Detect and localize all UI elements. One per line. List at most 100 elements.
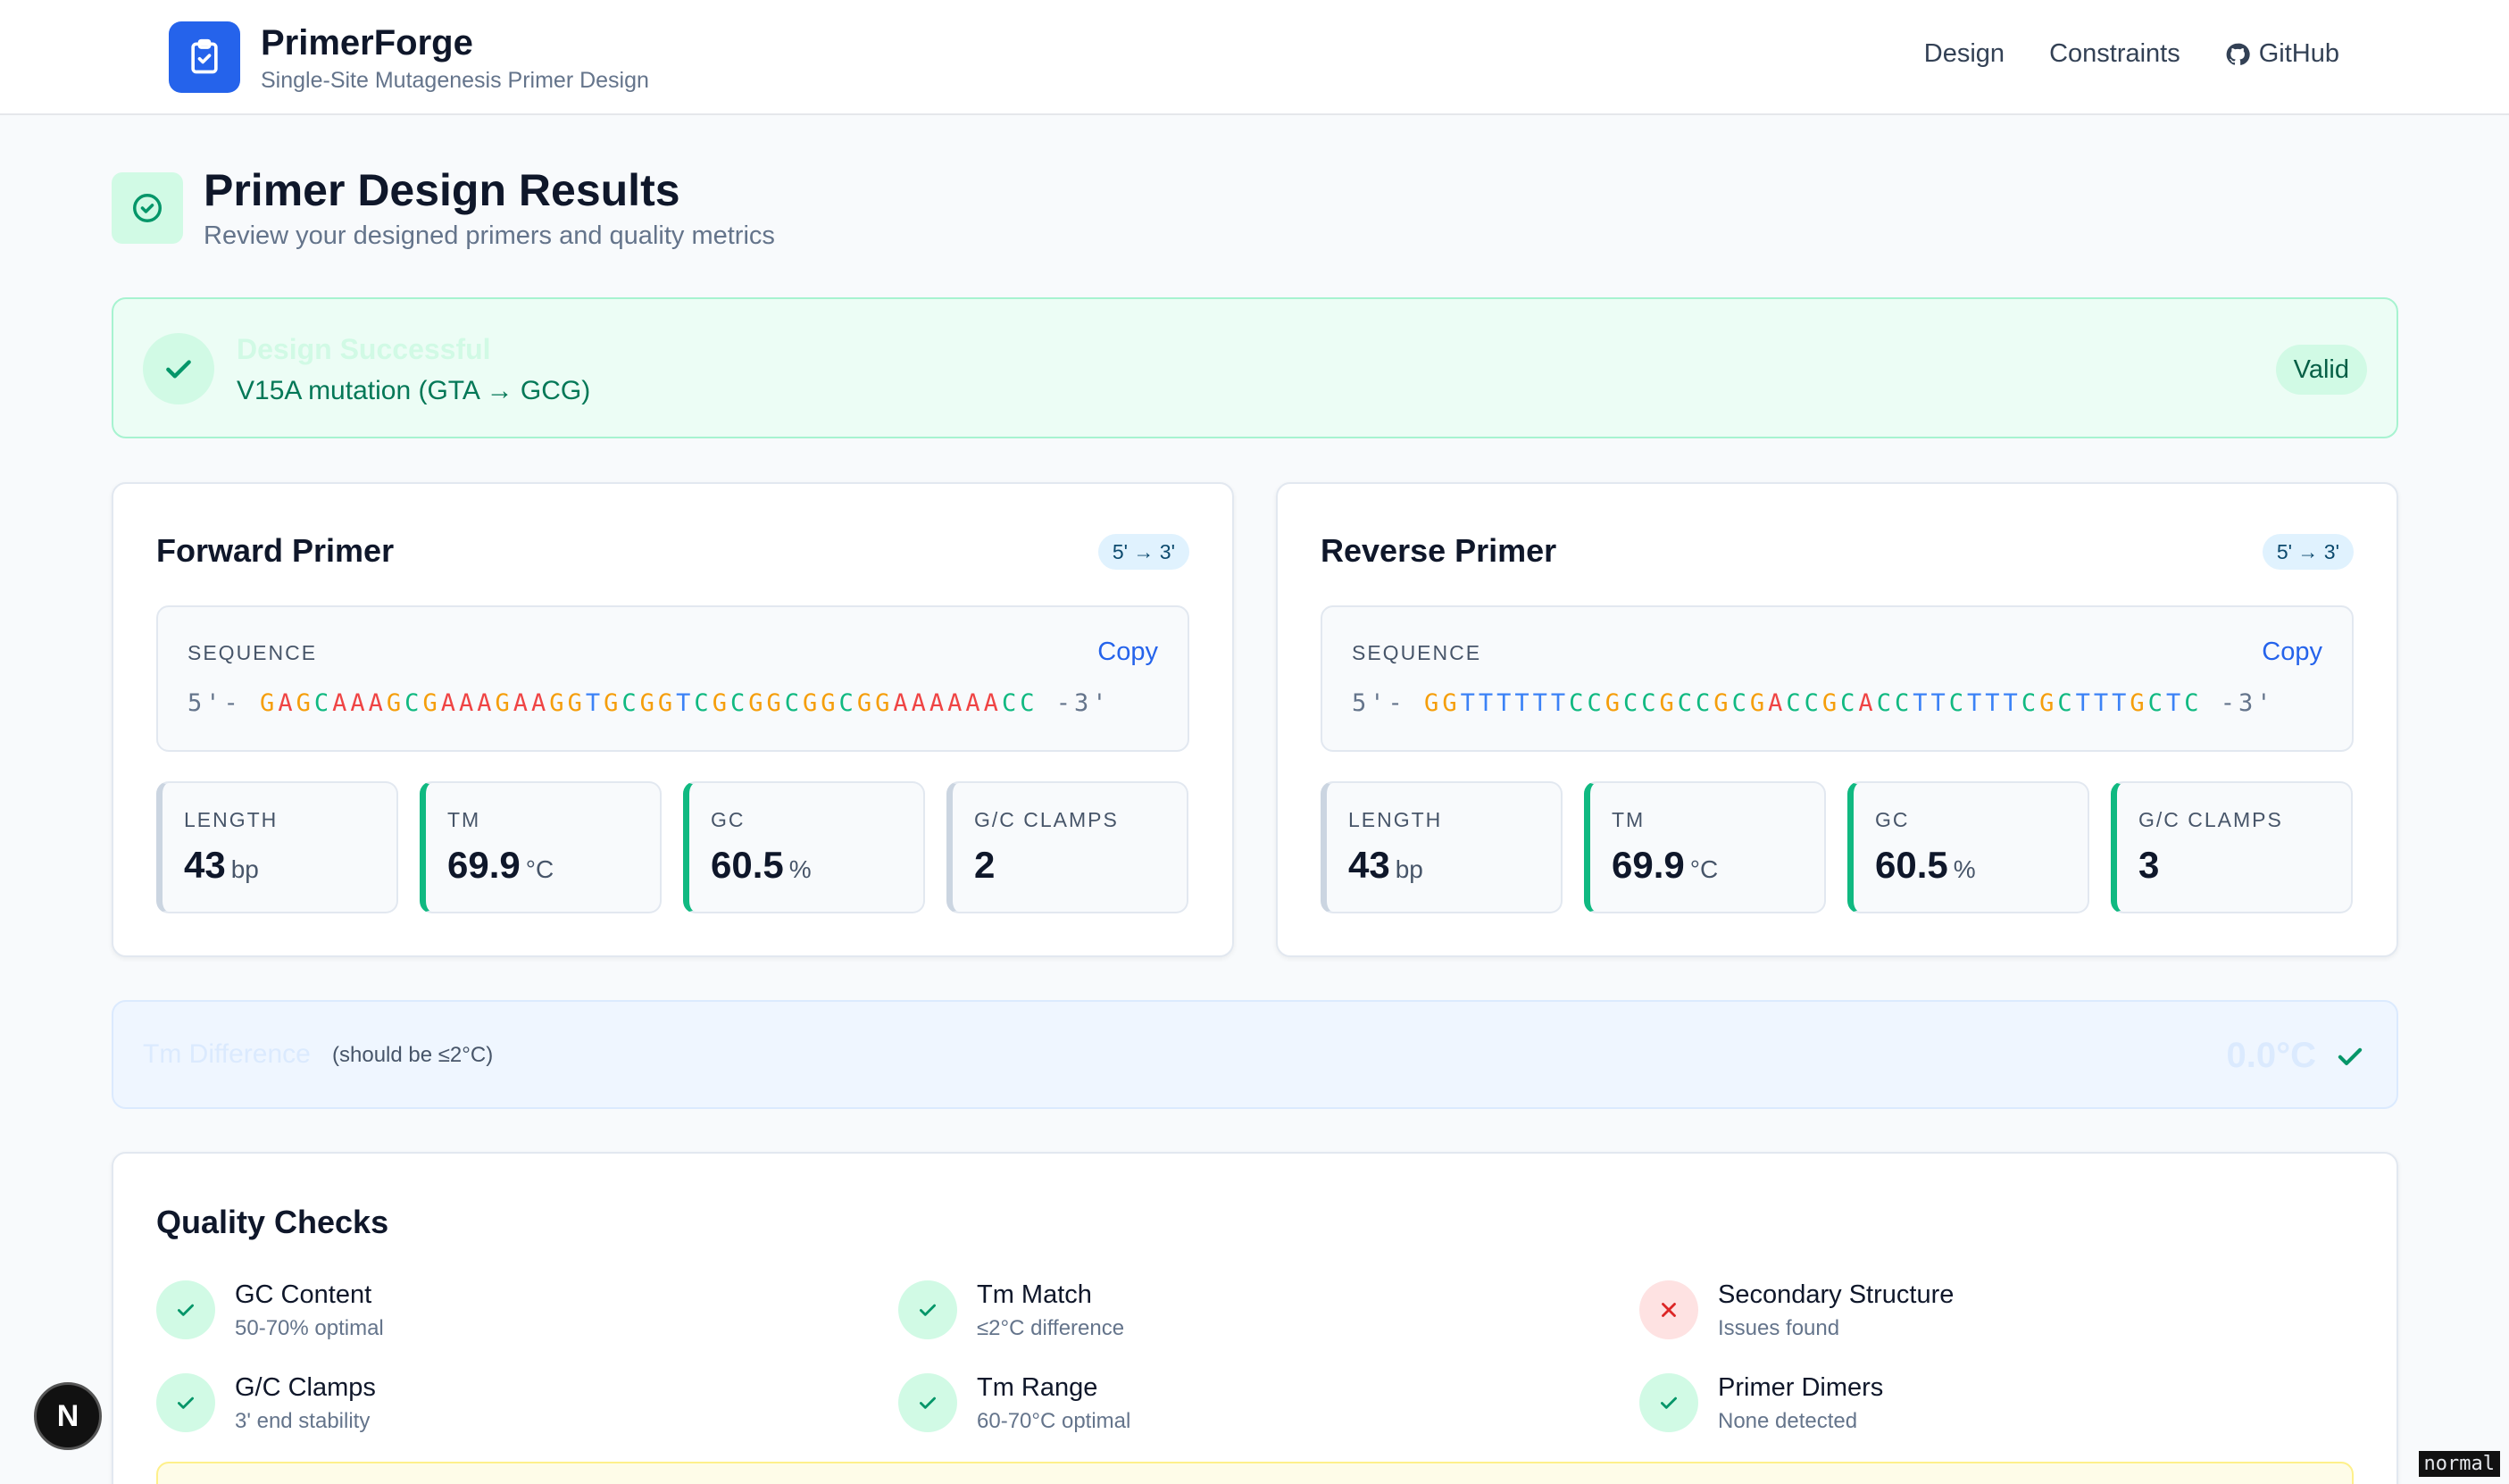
nucleotide: C: [838, 689, 857, 717]
nav-github-label: GitHub: [2258, 39, 2339, 68]
nextjs-dev-badge[interactable]: N: [34, 1382, 102, 1450]
sequence-box: SEQUENCE Copy 5'- GGTTTTTTCCGCCGCCGCGACC…: [1321, 605, 2354, 752]
check-icon: [2338, 1047, 2363, 1065]
sequence-label: SEQUENCE: [1352, 641, 1482, 664]
check-description: None detected: [1718, 1409, 1858, 1433]
nucleotide: G: [567, 689, 586, 717]
metric-gc-clamps: G/C CLAMPS 3: [2111, 781, 2353, 913]
forward-primer-card: Forward Primer 5' → 3' SEQUENCE Copy 5'-…: [112, 482, 1234, 957]
metric-value: 43 bp: [184, 844, 259, 887]
nucleotide: C: [621, 689, 640, 717]
mode-indicator: normal: [2418, 1451, 2500, 1477]
tm-difference-hint: (should be ≤2°C): [332, 1043, 494, 1067]
nucleotide: T: [1913, 689, 1931, 717]
tm-difference-panel: Tm Difference (should be ≤2°C) 0.0°C: [112, 1000, 2398, 1109]
nucleotide: G: [2039, 689, 2058, 717]
success-check-badge: [143, 333, 214, 404]
mutation-description: V15A mutation (GTA → GCG): [237, 376, 591, 405]
nucleotide: G: [657, 689, 677, 717]
nav-github[interactable]: GitHub: [2225, 39, 2339, 69]
nucleotide: C: [1731, 689, 1750, 717]
nucleotide: G: [2130, 689, 2148, 717]
check-description: 60-70°C optimal: [977, 1409, 1131, 1433]
nucleotide: G: [1749, 689, 1769, 717]
metric-unit: bp: [1395, 855, 1423, 883]
main-nav: Design Constraints GitHub: [1924, 39, 2339, 69]
logo[interactable]: [169, 21, 240, 93]
nucleotide: G: [386, 689, 405, 717]
check-name: GC Content: [235, 1280, 372, 1309]
nucleotide: C: [404, 689, 423, 717]
quality-checks-title: Quality Checks: [156, 1204, 389, 1240]
nucleotide: G: [1605, 689, 1623, 717]
nucleotide: C: [1677, 689, 1696, 717]
check-name: Tm Range: [977, 1373, 1098, 1402]
reverse-sequence[interactable]: 5'- GGTTTTTTCCGCCGCCGCGACCGCACCTTCTTTCGC…: [1352, 689, 2275, 717]
brand-subtitle: Single-Site Mutagenesis Primer Design: [261, 68, 649, 93]
metric-number: 2: [974, 844, 996, 886]
nucleotide: A: [1858, 689, 1877, 717]
sequence-label: SEQUENCE: [188, 641, 318, 664]
nucleotide: T: [676, 689, 695, 717]
copy-reverse-button[interactable]: Copy: [2262, 638, 2322, 666]
nucleotide: T: [1460, 689, 1479, 717]
nucleotide: G: [748, 689, 767, 717]
metric-label: TM: [447, 808, 481, 831]
direction-badge: 5' → 3': [2262, 534, 2354, 570]
check-description: 50-70% optimal: [235, 1316, 384, 1340]
metric-value: 60.5%: [711, 844, 812, 887]
nucleotide: G: [604, 689, 622, 717]
nucleotide: C: [1786, 689, 1805, 717]
github-icon: [2226, 43, 2250, 65]
nucleotide: A: [893, 689, 912, 717]
nucleotide: G: [1821, 689, 1841, 717]
nucleotide: A: [983, 689, 1002, 717]
nucleotide: A: [929, 689, 948, 717]
nav-constraints[interactable]: Constraints: [2049, 39, 2180, 68]
nucleotide: G: [639, 689, 658, 717]
page-title: Primer Design Results: [204, 165, 680, 215]
nucleotide: G: [1659, 689, 1678, 717]
check-icon: [166, 360, 191, 379]
metric-value: 43 bp: [1348, 844, 1423, 887]
nucleotide: G: [856, 689, 876, 717]
forward-sequence-bases: GAGCAAAGCGAAAGAAGGTGCGGTCGCGGCGGCGGAAAAA…: [260, 689, 1038, 717]
nucleotide: T: [2112, 689, 2130, 717]
metric-unit: bp: [230, 855, 259, 883]
nucleotide: A: [513, 689, 532, 717]
brand-name[interactable]: PrimerForge: [261, 23, 473, 63]
nucleotide: C: [1020, 689, 1038, 717]
nucleotide: C: [1569, 689, 1588, 717]
metric-number: 3: [2138, 844, 2160, 886]
nucleotide: C: [694, 689, 713, 717]
copy-forward-button[interactable]: Copy: [1097, 638, 1158, 666]
metric-length: LENGTH 43 bp: [1321, 781, 1563, 913]
metric-length: LENGTH 43 bp: [156, 781, 398, 913]
nav-design[interactable]: Design: [1923, 39, 2005, 68]
nucleotide: G: [1442, 689, 1461, 717]
success-banner: Design Successful V15A mutation (GTA → G…: [112, 297, 2398, 438]
metric-value: 3: [2138, 844, 2164, 887]
nucleotide: C: [729, 689, 749, 717]
metric-gc: GC 60.5%: [1847, 781, 2089, 913]
check-ok-badge: [1639, 1373, 1698, 1432]
sequence-suffix: -3': [1055, 689, 1111, 717]
metric-unit: %: [1953, 855, 1976, 883]
metric-label: GC: [711, 808, 746, 831]
metric-tm: TM 69.9 °C: [420, 781, 662, 913]
sequence-prefix: 5'-: [1352, 689, 1406, 717]
results-icon-box: [112, 172, 183, 244]
nucleotide: C: [1622, 689, 1642, 717]
nucleotide: C: [2147, 689, 2166, 717]
metric-number: 69.9: [1612, 844, 1685, 886]
forward-sequence[interactable]: 5'- GAGCAAAGCGAAAGAAGGTGCGGTCGCGGCGGCGGA…: [188, 689, 1111, 717]
sequence-suffix: -3': [2220, 689, 2275, 717]
metric-gc-clamps: G/C CLAMPS 2: [946, 781, 1188, 913]
metric-number: 43: [184, 844, 226, 886]
metric-value: 60.5%: [1875, 844, 1976, 887]
nucleotide: G: [1713, 689, 1732, 717]
check-ok-badge: [898, 1373, 957, 1432]
nucleotide: A: [368, 689, 387, 717]
success-title: Design Successful: [237, 333, 491, 365]
metric-number: 60.5: [711, 844, 784, 886]
